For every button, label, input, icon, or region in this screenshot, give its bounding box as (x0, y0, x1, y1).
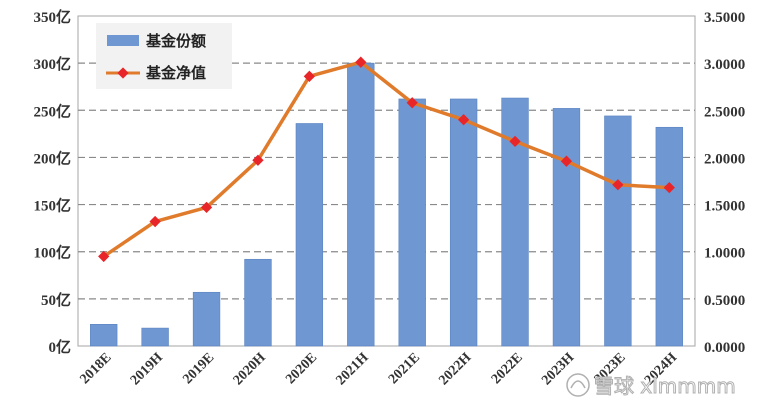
bar-2021E (398, 98, 426, 347)
x-tick-2020H: 2020H (231, 350, 269, 388)
x-tick-2020E: 2020E (283, 350, 320, 387)
y-axis-left: 0亿 50亿 100亿 150亿 200亿 250亿 300亿 350亿 (33, 8, 71, 356)
point-2023E (612, 179, 624, 191)
y-right-tick: 2.5000 (704, 104, 745, 120)
nav-line (102, 60, 670, 258)
bar-2023E (604, 115, 632, 347)
y-left-tick: 300亿 (33, 55, 71, 73)
y-right-tick: 1.0000 (704, 246, 745, 262)
point-2019H (149, 215, 161, 228)
legend-bar-swatch (107, 35, 139, 46)
y-axis-right: 0.0000 0.5000 1.0000 1.5000 2.0000 2.5000 3.00… (704, 10, 745, 356)
watermark: 雪球 xlmmmm (566, 373, 736, 399)
x-axis: 2018E 2019H 2019E 2020H 2020E 2021H 2021E 2022H… (78, 350, 681, 388)
bar-series (90, 62, 683, 347)
y-right-tick: 0.5000 (704, 293, 745, 309)
point-2021H (355, 56, 367, 68)
y-right-tick: 2.0000 (704, 151, 745, 167)
y-left-tick: 100亿 (33, 244, 71, 262)
x-tick-2022H: 2022H (436, 350, 474, 388)
point-2023H (560, 155, 573, 167)
point-2024H (663, 181, 675, 194)
legend-bar-label: 基金份额 (145, 32, 206, 50)
legend-line-label: 基金净值 (145, 64, 206, 82)
bar-2023H (552, 108, 581, 347)
bar-2021H (347, 62, 375, 347)
bar-2019H (141, 327, 169, 347)
y-left-tick: 50亿 (41, 291, 71, 309)
watermark-text: 雪球 xlmmmm (594, 374, 736, 398)
x-tick-2021H: 2021H (334, 350, 372, 388)
bar-2018E (90, 324, 118, 347)
x-tick-2019E: 2019E (180, 350, 217, 387)
x-tick-2022E: 2022E (489, 350, 526, 387)
y-left-tick: 200亿 (33, 149, 71, 167)
snowball-logo-icon (566, 373, 590, 397)
y-right-tick: 1.5000 (704, 199, 745, 215)
y-left-tick: 0亿 (48, 338, 71, 356)
x-tick-2019H: 2019H (128, 350, 166, 388)
bar-2019E (192, 291, 221, 347)
bar-2020H (244, 258, 272, 347)
x-tick-2018E: 2018E (78, 350, 115, 387)
y-right-tick: 3.0000 (704, 57, 745, 73)
bar-2024H (655, 126, 683, 347)
plot-area (77, 15, 696, 347)
point-2019E (200, 201, 213, 214)
bar-2020E (295, 123, 324, 347)
legend: 基金份额 基金净值 (96, 23, 232, 89)
y-left-tick: 250亿 (33, 102, 71, 120)
x-tick-2021E: 2021E (386, 350, 423, 387)
legend-box (96, 23, 232, 89)
y-left-tick: 150亿 (33, 197, 71, 215)
bar-2022H (449, 98, 478, 347)
y-right-tick: 3.5000 (704, 10, 745, 26)
y-left-tick: 350亿 (33, 8, 71, 26)
bar-2022E (501, 97, 529, 347)
point-2018E (98, 250, 110, 263)
y-right-tick: 0.0000 (704, 340, 745, 356)
